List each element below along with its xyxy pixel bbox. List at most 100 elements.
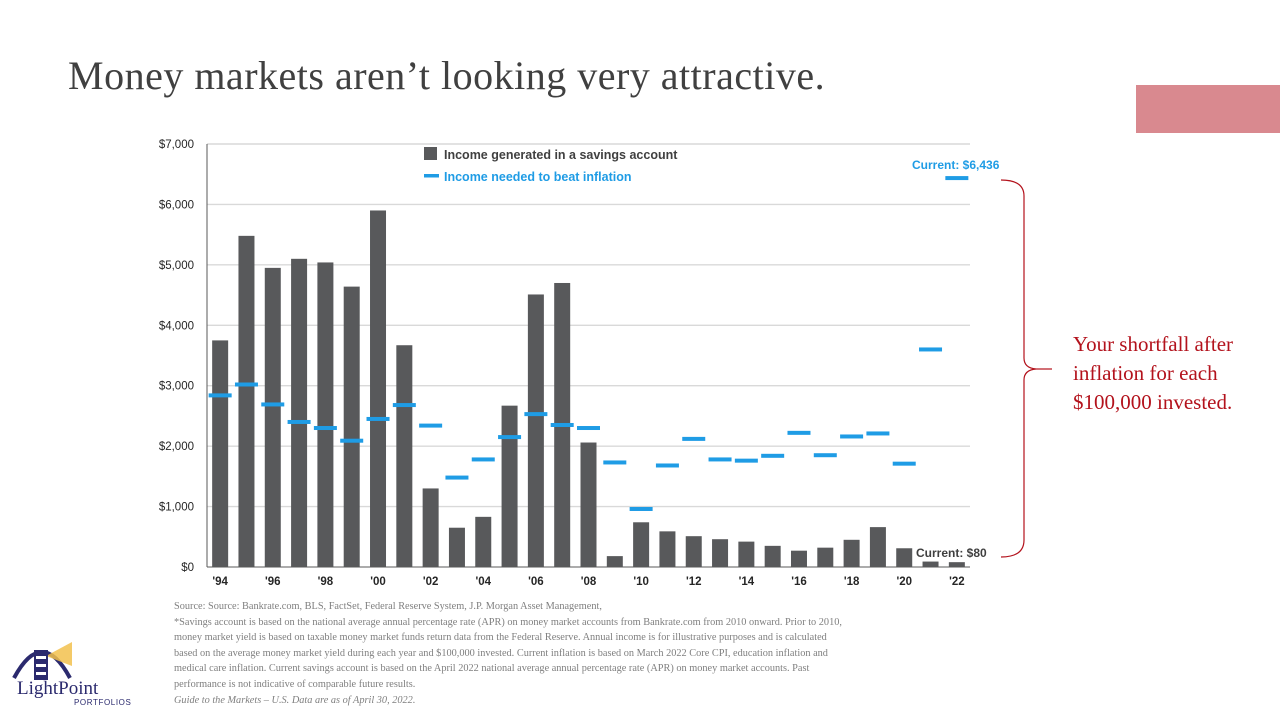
logo-subtitle: PORTFOLIOS — [74, 698, 132, 707]
bar-2008 — [580, 442, 597, 567]
light-beam-icon — [46, 642, 72, 666]
marker-2004 — [471, 457, 495, 462]
marker-1996 — [261, 402, 285, 407]
marker-1994 — [208, 393, 232, 398]
bar-2011 — [659, 531, 676, 567]
footnote-line: *Savings account is based on the nationa… — [174, 616, 842, 628]
bar-1995 — [238, 235, 255, 567]
y-tick-label: $4,000 — [159, 320, 194, 332]
bar-2004 — [475, 516, 492, 567]
bar-2018 — [843, 539, 860, 567]
footnotes: Source: Source: Bankrate.com, BLS, FactS… — [174, 599, 1034, 708]
inflation-markers — [208, 176, 969, 511]
bar-2003 — [448, 527, 465, 567]
x-tick-label: '98 — [318, 576, 334, 588]
marker-1995 — [234, 382, 258, 387]
bar-2009 — [606, 556, 623, 567]
marker-2001 — [392, 403, 416, 408]
callout-line-1: Your shortfall after — [1073, 332, 1234, 356]
y-tick-label: $6,000 — [159, 199, 194, 211]
annotation-current-savings: Current: $80 — [916, 546, 987, 560]
logo-wordmark: LightPoint — [17, 678, 99, 699]
marker-1998 — [313, 426, 337, 431]
marker-2018 — [840, 434, 864, 439]
y-tick-label: $5,000 — [159, 260, 194, 272]
marker-2020 — [892, 461, 916, 466]
marker-1997 — [287, 419, 311, 424]
x-tick-label: '10 — [633, 576, 649, 588]
bar-2002 — [422, 488, 439, 567]
marker-2015 — [761, 453, 785, 458]
bar-2020 — [896, 548, 913, 567]
marker-2007 — [550, 422, 574, 427]
bar-2016 — [790, 550, 807, 567]
marker-2016 — [787, 430, 811, 435]
savings-income-bars — [212, 210, 965, 567]
bar-1994 — [212, 340, 229, 567]
accent-bar — [1136, 85, 1280, 133]
x-tick-label: '12 — [686, 576, 702, 588]
bar-2017 — [817, 547, 834, 567]
y-tick-label: $2,000 — [159, 441, 194, 453]
footnote-line: performance is not indicative of compara… — [174, 678, 416, 690]
bar-1999 — [343, 286, 360, 567]
x-tick-label: '22 — [949, 576, 965, 588]
footnote-line: based on the average money market yield … — [174, 647, 828, 659]
marker-2011 — [655, 463, 679, 468]
marker-2005 — [498, 435, 522, 440]
x-tick-label: '20 — [896, 576, 912, 588]
shortfall-callout: Your shortfall after inflation for each … — [1073, 330, 1273, 417]
lightpoint-logo — [12, 642, 72, 680]
bar-2006 — [527, 294, 544, 567]
slide-title: Money markets aren’t looking very attrac… — [68, 53, 826, 98]
bar-2012 — [685, 536, 702, 567]
marker-2003 — [445, 475, 469, 480]
bar-2013 — [712, 539, 729, 567]
chart-legend: Income generated in a savings account In… — [424, 147, 678, 184]
bar-2021 — [922, 561, 939, 567]
x-axis-tick-labels: '94 '96 '98 '00 '02 '04 '06 '08 '10 '12 '14 '16 '18 '… — [212, 576, 964, 588]
bar-2015 — [764, 545, 781, 567]
marker-2019 — [866, 431, 890, 436]
x-tick-label: '08 — [581, 576, 597, 588]
x-tick-label: '06 — [528, 576, 544, 588]
annotation-current-inflation: Current: $6,436 — [912, 158, 1000, 172]
y-axis-tick-labels: $0 $1,000 $2,000 $3,000 $4,000 $5,000 $6,000 $7… — [159, 139, 194, 574]
marker-1999 — [340, 438, 364, 443]
bar-2022 — [948, 562, 965, 567]
marker-2017 — [813, 453, 837, 458]
callout-line-3: $100,000 invested. — [1073, 390, 1233, 414]
x-tick-label: '00 — [370, 576, 386, 588]
y-tick-label: $0 — [181, 562, 194, 574]
y-tick-label: $3,000 — [159, 381, 194, 393]
bar-2019 — [869, 527, 886, 567]
bar-1996 — [264, 267, 281, 567]
legend-swatch-savings — [424, 147, 437, 160]
x-tick-label: '14 — [739, 576, 755, 588]
bar-2010 — [633, 522, 650, 567]
marker-2010 — [629, 506, 653, 511]
callout-line-2: inflation for each — [1073, 361, 1218, 385]
chart-gridlines — [207, 143, 970, 508]
marker-2002 — [419, 423, 443, 428]
marker-2014 — [734, 458, 758, 463]
marker-2006 — [524, 412, 548, 417]
marker-2008 — [577, 426, 600, 431]
y-tick-label: $7,000 — [159, 139, 194, 151]
footnote-line: money market yield is based on taxable m… — [174, 632, 827, 644]
bar-2001 — [396, 345, 413, 567]
bar-2014 — [738, 541, 755, 567]
y-tick-label: $1,000 — [159, 502, 194, 514]
bar-1997 — [291, 258, 308, 567]
shortfall-bracket — [1000, 179, 1037, 558]
x-tick-label: '02 — [423, 576, 439, 588]
marker-2012 — [682, 436, 706, 441]
legend-label-inflation: Income needed to beat inflation — [444, 170, 632, 184]
legend-label-savings: Income generated in a savings account — [444, 148, 678, 162]
bar-1998 — [317, 262, 334, 567]
marker-2021 — [919, 347, 943, 352]
x-tick-label: '16 — [791, 576, 807, 588]
x-tick-label: '96 — [265, 576, 281, 588]
marker-2000 — [366, 416, 390, 421]
